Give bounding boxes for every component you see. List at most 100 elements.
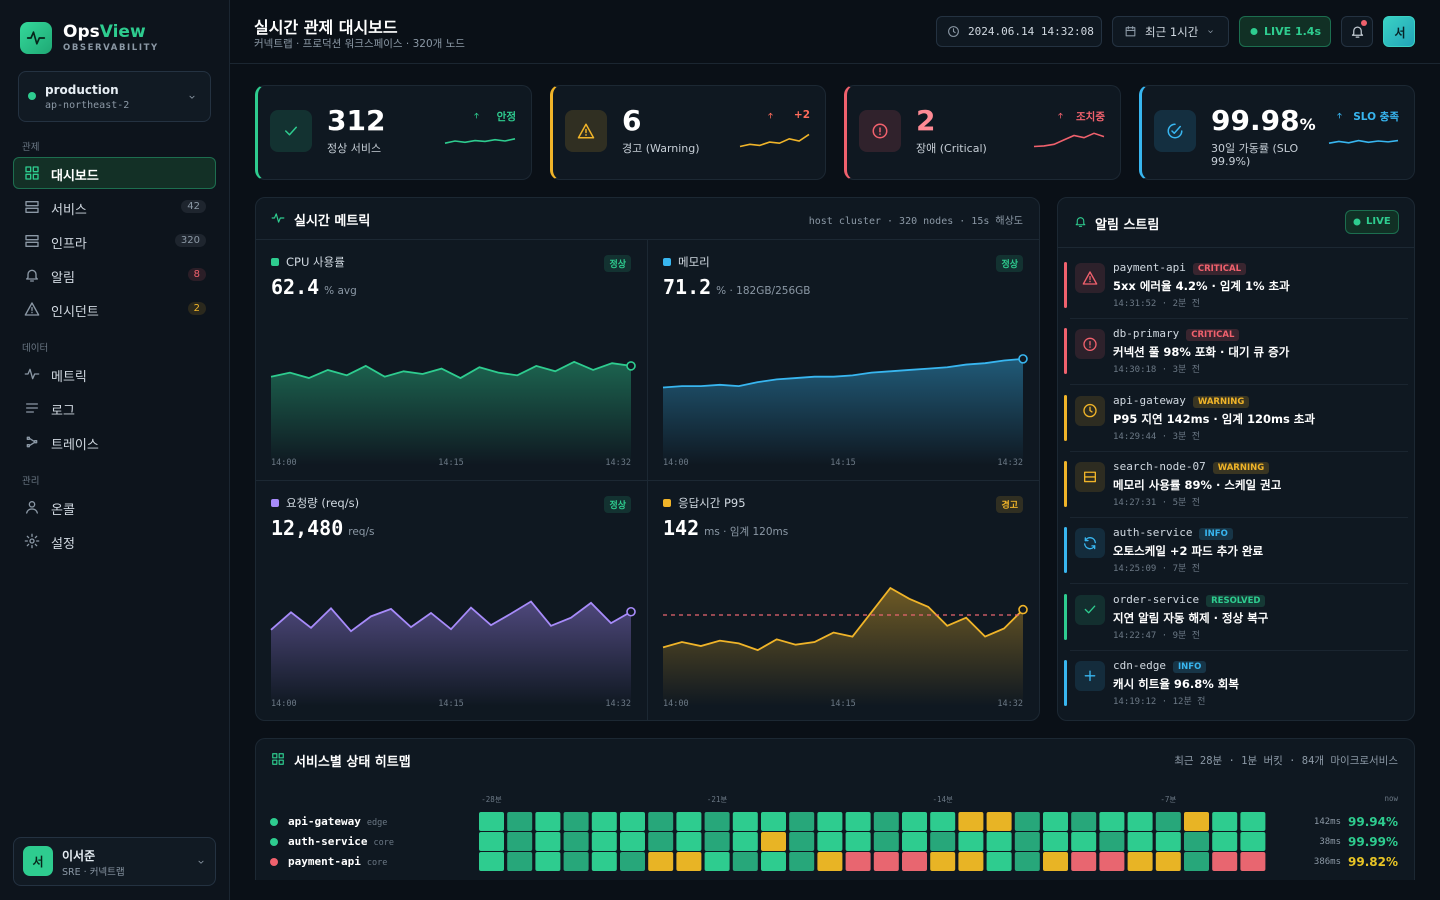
alert-severity: RESOLVED	[1206, 594, 1266, 607]
alert-icon-box	[1075, 528, 1105, 559]
kpi-unit: %	[1299, 115, 1316, 134]
brand-a: Ops	[63, 22, 100, 42]
icon-path	[26, 543, 30, 547]
kpi-trend: +2	[793, 109, 810, 121]
icon-path	[872, 123, 888, 139]
metric-area	[663, 358, 1023, 465]
alert-message: P95 지연 142ms · 임계 120ms 초과	[1113, 411, 1315, 426]
metric-line	[270, 600, 632, 633]
heatmap-title: 서비스별 상태 히트맵	[294, 755, 411, 770]
alert-message: 5xx 에러율 4.2% · 임계 1% 초과	[1113, 279, 1290, 293]
kpi-value: 99.98%	[1211, 104, 1316, 137]
divider	[1070, 384, 1408, 386]
env-selector[interactable]	[18, 71, 211, 122]
live-dot	[1250, 28, 1258, 35]
nav-item[interactable]	[13, 157, 216, 189]
kpi-value: 6	[622, 104, 641, 137]
range: 최근 1시간	[1145, 25, 1199, 39]
metric-line	[270, 360, 632, 380]
nav-label: 메트릭	[51, 370, 87, 385]
heat-cell	[676, 852, 702, 871]
heat-cell	[1184, 852, 1209, 871]
divider	[1070, 318, 1408, 319]
heat-cell	[507, 812, 533, 831]
icon	[1083, 337, 1097, 351]
alert-time: 14:25:09 · 7분 전	[1113, 564, 1201, 575]
kpi-sparkline	[1033, 132, 1105, 148]
last-point	[1018, 604, 1028, 615]
heat-cell	[789, 812, 815, 831]
heat-cell	[648, 852, 674, 871]
notif-dot	[1361, 20, 1367, 26]
icon	[1075, 217, 1086, 227]
icon	[271, 213, 285, 223]
avatar-button[interactable]	[1383, 16, 1415, 47]
alert-time: 14:27:31 · 5분 전	[1113, 497, 1201, 508]
header-border	[230, 63, 1440, 64]
icon-path	[34, 543, 38, 547]
heat-cell	[1240, 852, 1266, 871]
icon-path	[1125, 27, 1136, 37]
alert-head: search-node-07 WARNING	[1113, 460, 1270, 474]
heat-cell	[1099, 852, 1125, 871]
nav-label: 로그	[51, 404, 75, 419]
icon-path	[26, 535, 30, 539]
icon-path	[26, 444, 31, 448]
kpi-trend: SLO 충족	[1353, 111, 1399, 123]
column-label: -7분	[1160, 795, 1177, 804]
row-dot	[270, 858, 278, 866]
kpi-sparkline	[444, 138, 516, 144]
icon-path	[24, 368, 40, 380]
alert-severity: INFO	[1199, 528, 1233, 541]
metric-unit: req/s	[348, 526, 375, 538]
user-name: 이서준	[62, 849, 96, 863]
heat-cell	[704, 812, 730, 831]
row-uptime: 99.82%	[1348, 855, 1398, 869]
alert-head: auth-service INFO	[1113, 526, 1233, 541]
icon-path	[1208, 30, 1213, 33]
alert-bar	[1064, 527, 1067, 574]
row-latency: 38ms	[1319, 837, 1341, 847]
brand: OpsView	[63, 22, 146, 42]
metric-badge: 경고	[996, 496, 1023, 513]
icon	[1337, 112, 1342, 119]
row-tag: core	[366, 858, 388, 868]
bell-button[interactable]	[1341, 16, 1373, 47]
icon-path	[26, 31, 46, 45]
icon-path	[272, 759, 278, 765]
kpi-value: 2	[916, 104, 935, 137]
alert-message: 오토스케일 +2 파드 추가 완료	[1113, 544, 1264, 559]
icon-path	[198, 860, 204, 864]
metric-name: 메모리	[678, 255, 710, 269]
heat-cell	[1184, 832, 1209, 851]
heat-cell	[479, 832, 504, 851]
brand-sub: OBSERVABILITY	[63, 43, 159, 53]
icon	[1082, 271, 1098, 285]
alert-head: payment-api CRITICAL	[1113, 261, 1246, 275]
heat-cell	[591, 852, 617, 871]
datetime-box[interactable]	[936, 16, 1102, 47]
alert-bar	[1064, 262, 1067, 308]
user-role: SRE · 커넥트랩	[62, 867, 125, 878]
heat-cell	[479, 852, 504, 871]
metrics-title: 실시간 메트릭	[294, 214, 371, 229]
alert-icon-box	[1075, 594, 1105, 625]
row-dot	[270, 818, 278, 826]
metric-value: 142 ms · 임계 120ms	[663, 516, 788, 540]
heat-cell	[958, 832, 984, 851]
x-label: 14:32	[997, 699, 1023, 709]
heat-cell	[761, 832, 786, 851]
icon-path	[577, 123, 595, 139]
legend-dot	[271, 499, 279, 507]
heat-cell	[902, 812, 927, 831]
icon	[1351, 26, 1364, 38]
alerts-title: 알림 스트림	[1095, 218, 1160, 233]
row-dot	[270, 838, 278, 846]
x-label: 14:32	[605, 699, 631, 709]
legend-dot	[663, 499, 671, 507]
x-label: 14:15	[438, 458, 464, 468]
icon-path	[768, 112, 773, 116]
icon-path	[278, 753, 284, 759]
heat-cell	[1240, 832, 1266, 851]
